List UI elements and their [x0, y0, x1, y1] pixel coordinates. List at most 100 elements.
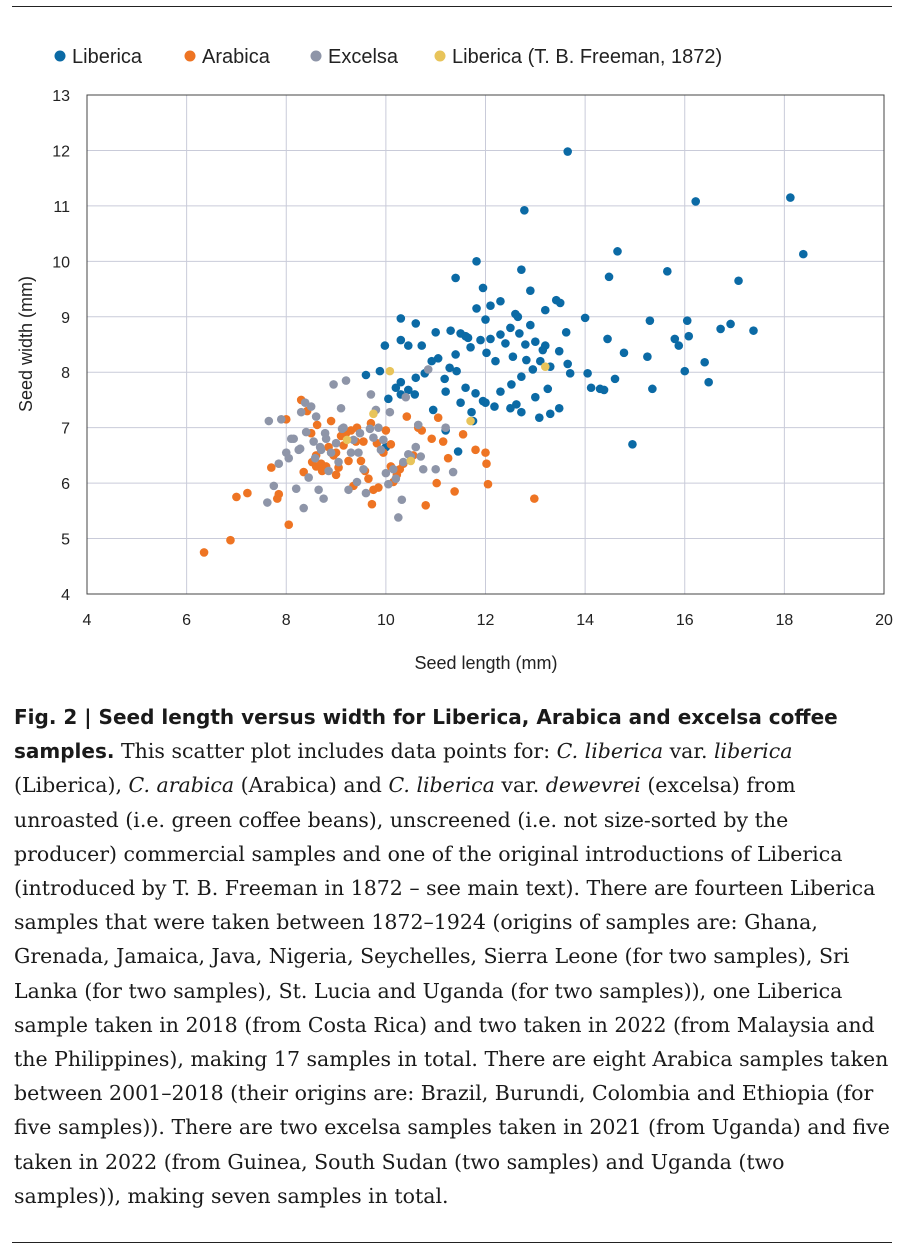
data-point [478, 283, 488, 293]
x-tick-label: 6 [182, 612, 191, 629]
data-point [648, 384, 657, 394]
data-point [481, 398, 490, 408]
data-points [199, 147, 808, 557]
data-point [734, 276, 743, 286]
caption-title: Fig. 2 | Seed length versus width for Li… [14, 705, 838, 764]
data-point [520, 206, 529, 215]
data-point [452, 366, 461, 376]
data-point [540, 362, 550, 371]
data-point [406, 456, 416, 466]
data-point [704, 377, 713, 387]
data-point [561, 328, 571, 337]
data-point [375, 366, 385, 376]
data-point [486, 334, 495, 344]
data-point [385, 366, 395, 376]
data-point [413, 420, 423, 430]
data-point [295, 444, 305, 454]
data-point [342, 435, 352, 445]
data-point [416, 452, 426, 461]
data-point [583, 369, 592, 378]
data-point [349, 435, 358, 445]
caption-text: (excelsa) from unroasted (i.e. green cof… [14, 773, 890, 1208]
data-point [286, 434, 296, 444]
data-point [531, 392, 540, 402]
data-point [461, 331, 470, 341]
data-point [645, 316, 655, 325]
variety-name: dewevrei [545, 773, 641, 798]
data-point [628, 440, 637, 449]
data-point [670, 334, 680, 344]
data-point [490, 402, 499, 411]
data-point [272, 494, 282, 503]
data-point [716, 324, 725, 334]
data-point [684, 331, 694, 341]
data-point [563, 147, 572, 156]
data-point [397, 495, 407, 505]
data-point [749, 326, 758, 335]
x-tick-label: 20 [875, 612, 893, 629]
data-point [496, 296, 505, 306]
data-point [431, 328, 440, 337]
data-point [310, 453, 320, 463]
data-point [700, 357, 709, 367]
species-name: C. arabica [128, 773, 235, 798]
data-point [391, 383, 401, 393]
y-tick-label: 10 [52, 254, 70, 271]
x-tick-label: 16 [676, 612, 694, 629]
data-point [466, 342, 475, 352]
legend-marker [184, 50, 196, 62]
data-point [483, 479, 493, 489]
data-point [314, 485, 323, 495]
data-point [476, 335, 485, 345]
data-point [367, 499, 377, 509]
data-point [432, 478, 441, 488]
data-point [324, 466, 333, 476]
data-point [421, 500, 431, 510]
data-point [232, 492, 241, 502]
data-point [320, 428, 330, 438]
data-point [428, 405, 438, 415]
x-axis-label: Seed length (mm) [414, 653, 557, 673]
y-tick-label: 8 [61, 365, 70, 382]
species-name: C. liberica [556, 739, 664, 764]
data-point [554, 346, 564, 356]
data-point [384, 479, 393, 489]
data-point [451, 273, 460, 283]
caption-text: (Liberica), [14, 773, 129, 798]
data-point [411, 373, 421, 383]
data-point [506, 323, 515, 333]
data-point [496, 387, 505, 396]
data-point [374, 423, 383, 432]
data-point [786, 193, 795, 202]
data-point [263, 498, 272, 507]
data-point [386, 440, 396, 449]
legend-marker [54, 50, 66, 62]
data-point [379, 435, 388, 445]
legend-label: Arabica [202, 46, 271, 68]
data-point [496, 330, 505, 339]
data-point [312, 420, 322, 430]
variety-name: liberica [713, 739, 793, 764]
data-point [433, 413, 443, 422]
data-point [361, 370, 371, 380]
data-point [453, 447, 463, 456]
data-point [663, 267, 672, 276]
legend-marker [310, 50, 322, 62]
x-tick-label: 10 [377, 612, 395, 629]
data-point [472, 257, 481, 266]
data-point [451, 350, 460, 359]
data-point [682, 316, 692, 325]
data-point [276, 415, 286, 424]
data-point [530, 494, 539, 503]
data-point [396, 335, 406, 345]
species-name: C. liberica [388, 773, 495, 798]
data-point [461, 383, 470, 393]
data-point [356, 456, 366, 466]
legend-marker [434, 50, 446, 62]
data-point [526, 320, 535, 330]
y-axis-ticks: 4 5 6 7 8 9 10 11 12 13 [52, 88, 70, 604]
y-tick-label: 12 [52, 143, 70, 160]
data-point [410, 390, 420, 399]
data-point [799, 249, 808, 259]
series-arabica [199, 395, 539, 557]
